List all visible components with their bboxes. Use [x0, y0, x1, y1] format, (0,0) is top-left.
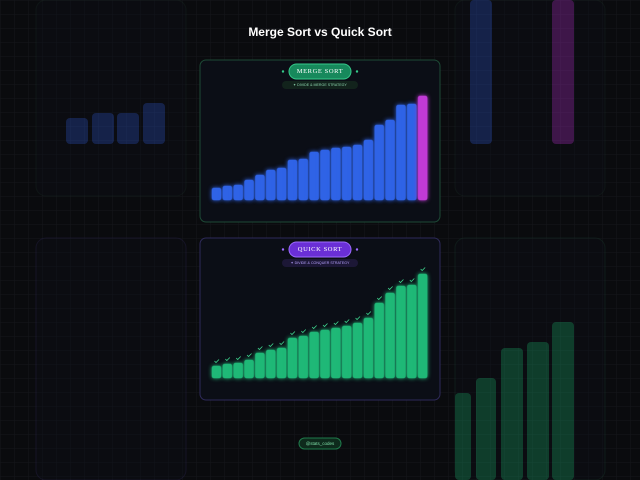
bar [287, 159, 298, 201]
check-icon [279, 341, 285, 346]
bar [298, 158, 309, 201]
page-title: Merge Sort vs Quick Sort [248, 25, 391, 39]
bar [320, 149, 330, 201]
bar [309, 331, 320, 379]
check-icon [409, 278, 415, 283]
bar [341, 146, 352, 201]
panel-title: MERGE SORT [297, 68, 344, 75]
bar [417, 95, 428, 201]
bar [244, 179, 255, 201]
footer-handle: @stats_codes [306, 441, 335, 446]
check-icon [322, 323, 328, 328]
title-pill [288, 241, 352, 258]
check-icon [214, 359, 220, 364]
check-icon [344, 319, 350, 324]
check-icon [366, 311, 372, 316]
check-icon [290, 331, 296, 336]
check-icon [376, 296, 383, 301]
pill-dot [355, 248, 359, 251]
bar [385, 119, 396, 201]
bar [417, 273, 428, 379]
bar [352, 322, 363, 379]
pill-dot [281, 248, 285, 251]
bar [330, 327, 341, 379]
subtitle-pill [282, 259, 358, 267]
panel-subtitle: ✦ DIVIDE & CONQUER STRATEGY [291, 261, 350, 265]
check-icon [387, 286, 393, 291]
check-icon [311, 325, 317, 330]
bar [276, 347, 287, 379]
check-icon [268, 343, 274, 348]
check-icon [235, 356, 241, 361]
bar [222, 185, 233, 201]
check-icon [398, 279, 404, 284]
bar [320, 329, 330, 379]
bar [406, 284, 417, 379]
bar [309, 151, 320, 201]
panel-subtitle: ✦ DIVIDE & MERGE STRATEGY [293, 83, 347, 87]
panel-title: QUICK SORT [298, 246, 342, 253]
pill-dot [281, 70, 285, 73]
bar [330, 147, 341, 201]
bar [395, 104, 406, 201]
bar [276, 167, 287, 201]
bar [395, 285, 406, 379]
check-icon [333, 321, 339, 326]
bar [233, 362, 244, 379]
bar [254, 352, 265, 379]
bar [254, 174, 265, 201]
bar [244, 359, 255, 379]
bar [363, 317, 374, 379]
bar [233, 184, 244, 201]
title-pill [288, 63, 352, 80]
bar [341, 325, 352, 379]
check-icon [225, 357, 231, 362]
bar [374, 124, 385, 201]
bar [374, 302, 385, 379]
bar [385, 292, 396, 379]
pill-dot [355, 70, 359, 73]
bar [265, 169, 276, 201]
bar [211, 365, 222, 379]
blurred-side-left [35, 0, 187, 480]
blurred-side-right [454, 0, 606, 480]
check-icon [246, 353, 252, 358]
subtitle-pill [282, 81, 358, 89]
footer-pill [298, 437, 342, 450]
check-icon [257, 346, 263, 351]
check-icon [355, 316, 361, 321]
check-icon [420, 267, 426, 272]
check-icon [301, 329, 307, 334]
bar [298, 335, 309, 379]
bar [265, 349, 276, 379]
bar [222, 363, 233, 379]
bar [211, 187, 222, 201]
bar [406, 103, 417, 201]
bar [363, 139, 374, 201]
bar [287, 337, 298, 379]
bar [352, 144, 363, 201]
